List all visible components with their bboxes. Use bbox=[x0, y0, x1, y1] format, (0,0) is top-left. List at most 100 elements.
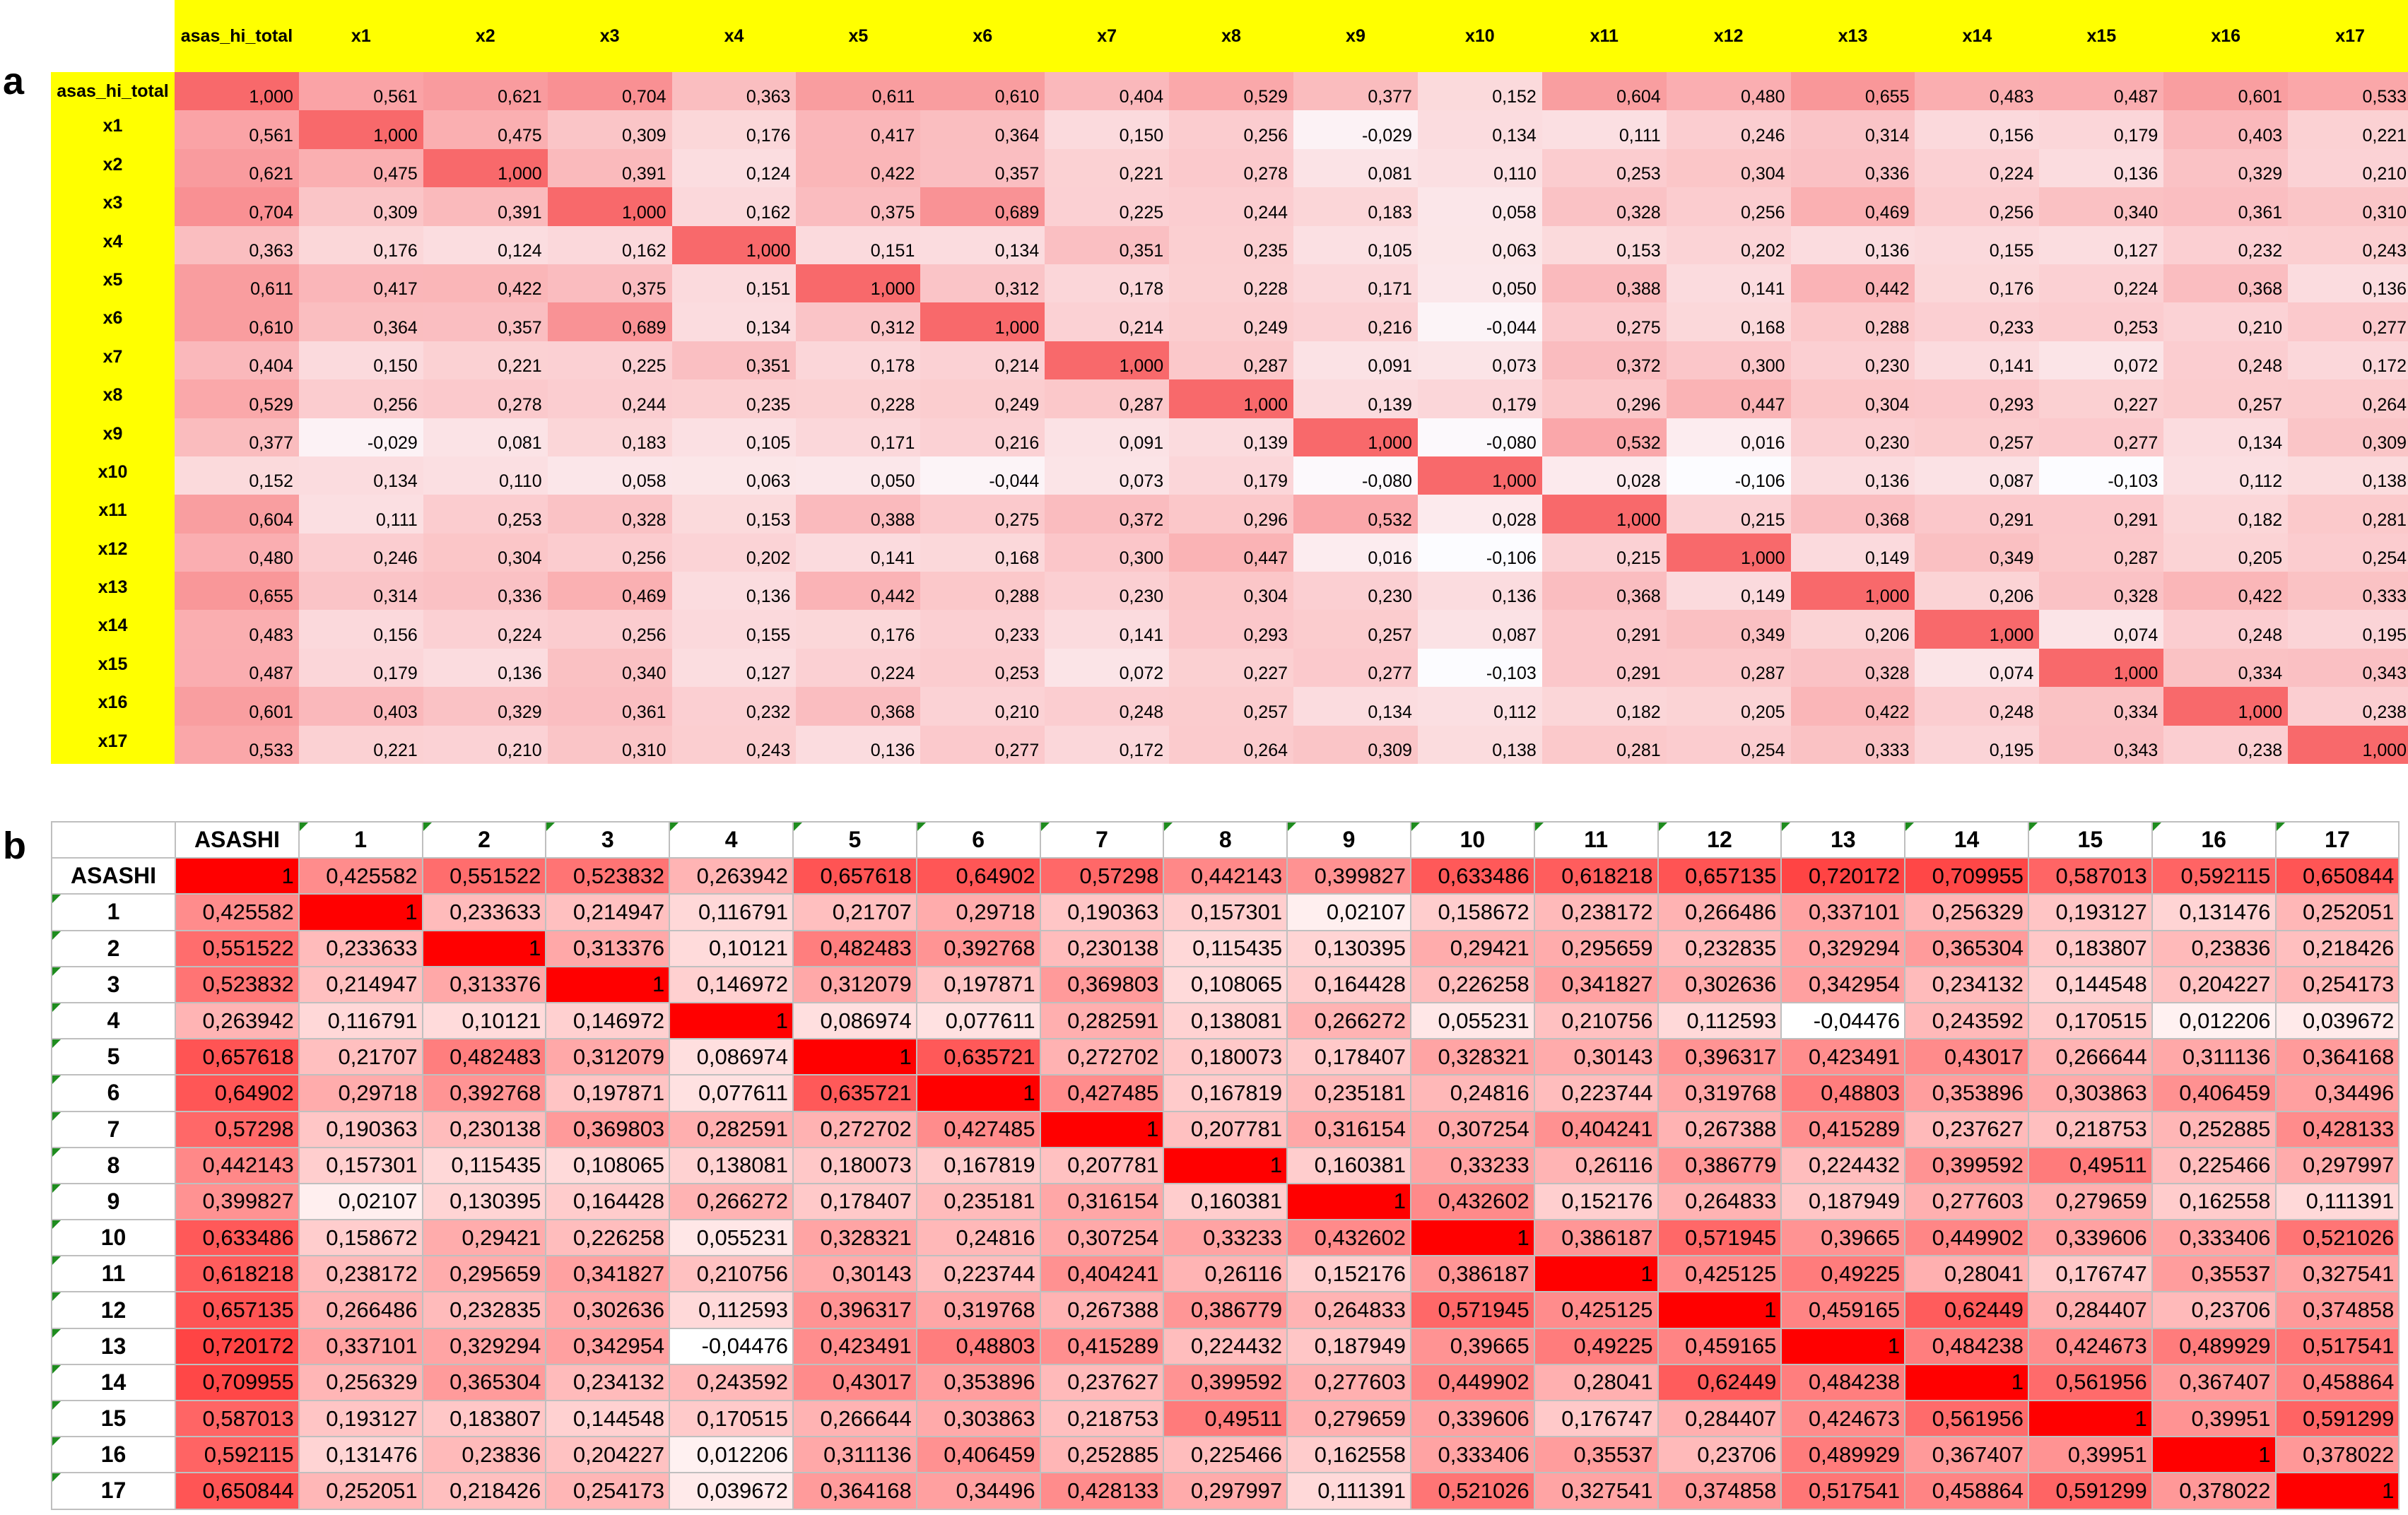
heatmap-cell: 1,000 bbox=[298, 110, 423, 149]
heatmap-cell: 0,230 bbox=[1790, 418, 1915, 456]
heatmap-cell: 0,367407 bbox=[1905, 1437, 2029, 1474]
heatmap-cell: 0,195 bbox=[1915, 725, 2040, 765]
row-header: x12 bbox=[51, 533, 175, 572]
heatmap-cell: 0,288 bbox=[1790, 302, 1915, 341]
heatmap-cell: 0,28041 bbox=[1534, 1364, 1659, 1401]
heatmap-cell: 0,29718 bbox=[917, 895, 1041, 931]
heatmap-cell: 0,252051 bbox=[2276, 895, 2400, 931]
heatmap-cell: 0,074 bbox=[1915, 648, 2040, 688]
heatmap-cell: 0,152176 bbox=[1534, 1184, 1659, 1221]
heatmap-cell: -0,04476 bbox=[1782, 1003, 1906, 1040]
heatmap-cell: 0,164428 bbox=[1288, 967, 1411, 1003]
heatmap-cell: 0,256329 bbox=[299, 1364, 423, 1401]
heatmap-cell: 0,403 bbox=[2163, 110, 2289, 149]
heatmap-cell: 0,254 bbox=[2288, 533, 2408, 572]
heatmap-cell: -0,044 bbox=[920, 456, 1045, 495]
heatmap-cell: 0,21707 bbox=[793, 895, 917, 931]
column-header: 8 bbox=[1164, 823, 1288, 859]
heatmap-cell: 1 bbox=[1288, 1184, 1411, 1221]
heatmap-cell: 0,279659 bbox=[1288, 1401, 1411, 1438]
panel-a-label: a bbox=[3, 60, 25, 102]
heatmap-cell: 0,363 bbox=[175, 225, 299, 264]
heatmap-cell: 0,611 bbox=[796, 72, 921, 111]
heatmap-cell: 0,138081 bbox=[1164, 1003, 1288, 1040]
heatmap-cell: 0,210 bbox=[423, 725, 548, 765]
heatmap-cell: 0,257 bbox=[1293, 610, 1418, 649]
heatmap-cell: 0,277 bbox=[2039, 418, 2164, 456]
heatmap-cell: 0,146972 bbox=[670, 967, 794, 1003]
row-header: 16 bbox=[52, 1437, 176, 1474]
heatmap-cell: 0,248 bbox=[2163, 341, 2289, 380]
heatmap-cell: 0,343 bbox=[2039, 725, 2164, 765]
heatmap-cell: 0,158672 bbox=[1411, 895, 1535, 931]
heatmap-cell: 0,252885 bbox=[2152, 1112, 2277, 1148]
heatmap-cell: 0,155 bbox=[1915, 225, 2040, 264]
heatmap-cell: 0,449902 bbox=[1905, 1220, 2029, 1257]
heatmap-cell: 0,050 bbox=[1417, 264, 1542, 303]
row-header: x6 bbox=[51, 302, 175, 341]
heatmap-cell: 0,521026 bbox=[1411, 1473, 1535, 1510]
heatmap-cell: 0,134 bbox=[671, 302, 797, 341]
row-header: x8 bbox=[51, 379, 175, 418]
heatmap-cell: 0,160381 bbox=[1164, 1184, 1288, 1221]
heatmap-cell: 0,136 bbox=[2039, 148, 2164, 188]
heatmap-cell: 0,224 bbox=[796, 648, 921, 688]
heatmap-cell: 0,158672 bbox=[299, 1220, 423, 1257]
heatmap-cell: 0,618218 bbox=[1534, 859, 1659, 895]
row-header: 11 bbox=[52, 1256, 176, 1293]
heatmap-cell: 0,303863 bbox=[2028, 1075, 2153, 1112]
heatmap-cell: 0,253 bbox=[2039, 302, 2164, 341]
heatmap-cell: 0,235 bbox=[1169, 225, 1294, 264]
heatmap-cell: 0,238 bbox=[2163, 725, 2289, 765]
heatmap-cell: 0,179 bbox=[1169, 456, 1294, 495]
heatmap-cell: 0,30143 bbox=[793, 1256, 917, 1293]
heatmap-cell: 0,228 bbox=[1169, 264, 1294, 303]
heatmap-cell: 0,074 bbox=[2039, 610, 2164, 649]
heatmap-cell: 0,484238 bbox=[1782, 1364, 1906, 1401]
heatmap-cell: 0,197871 bbox=[546, 1075, 671, 1112]
heatmap-cell: 0,141 bbox=[1666, 264, 1791, 303]
heatmap-cell: 0,458864 bbox=[2276, 1364, 2400, 1401]
heatmap-cell: 0,176 bbox=[1915, 264, 2040, 303]
heatmap-cell: 0,124 bbox=[671, 148, 797, 188]
heatmap-cell: 0,391 bbox=[423, 187, 548, 226]
heatmap-cell: 0,475 bbox=[423, 110, 548, 149]
heatmap-cell: 0,134 bbox=[1417, 110, 1542, 149]
heatmap-cell: 0,139 bbox=[1169, 418, 1294, 456]
heatmap-cell: 0,278 bbox=[423, 379, 548, 418]
heatmap-cell: 0,39951 bbox=[2028, 1437, 2153, 1474]
heatmap-cell: 0,709955 bbox=[1905, 859, 2029, 895]
heatmap-cell: 0,422 bbox=[1790, 687, 1915, 726]
heatmap-cell: 0,179 bbox=[1417, 379, 1542, 418]
column-header: 10 bbox=[1411, 823, 1535, 859]
heatmap-cell: 0,604 bbox=[1541, 72, 1667, 111]
heatmap-cell: 0,149 bbox=[1666, 572, 1791, 611]
heatmap-cell: 0,342954 bbox=[1782, 967, 1906, 1003]
heatmap-cell: 0,228 bbox=[796, 379, 921, 418]
heatmap-cell: 0,157301 bbox=[1164, 895, 1288, 931]
heatmap-cell: 1,000 bbox=[423, 148, 548, 188]
heatmap-cell: 0,249 bbox=[1169, 302, 1294, 341]
heatmap-cell: 0,206 bbox=[1790, 610, 1915, 649]
column-header: 4 bbox=[670, 823, 794, 859]
heatmap-cell: 0,277603 bbox=[1905, 1184, 2029, 1221]
heatmap-cell: 0,131476 bbox=[2152, 895, 2277, 931]
row-header: 9 bbox=[52, 1184, 176, 1221]
heatmap-cell: 0,327541 bbox=[1534, 1473, 1659, 1510]
heatmap-cell: 0,284407 bbox=[2028, 1292, 2153, 1329]
heatmap-cell: 0,314 bbox=[1790, 110, 1915, 149]
heatmap-cell: 0,081 bbox=[1293, 148, 1418, 188]
heatmap-cell: 0,168 bbox=[920, 533, 1045, 572]
heatmap-cell: 0,368 bbox=[1790, 495, 1915, 534]
heatmap-cell: 0,246 bbox=[1666, 110, 1791, 149]
heatmap-cell: 0,254173 bbox=[2276, 967, 2400, 1003]
heatmap-cell: 0,02107 bbox=[1288, 895, 1411, 931]
heatmap-cell: 0,48803 bbox=[1782, 1075, 1906, 1112]
heatmap-cell: 0,136 bbox=[1790, 456, 1915, 495]
row-header: x5 bbox=[51, 264, 175, 303]
heatmap-cell: 0,62449 bbox=[1658, 1364, 1782, 1401]
heatmap-cell: 0,30143 bbox=[1534, 1039, 1659, 1076]
heatmap-cell: 1 bbox=[2276, 1473, 2400, 1510]
heatmap-cell: 0,469 bbox=[547, 572, 672, 611]
heatmap-cell: 0,218426 bbox=[423, 1473, 547, 1510]
